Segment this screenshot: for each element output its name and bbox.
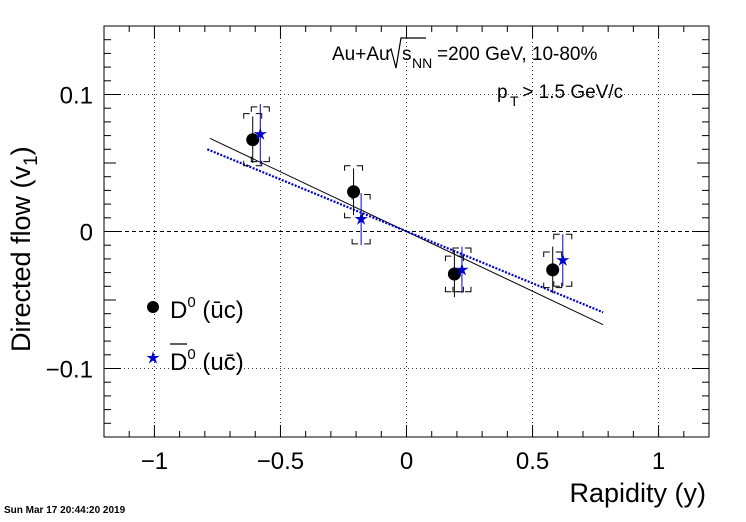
x-tick-label: 0 <box>400 448 413 475</box>
sys-bracket-d0bar <box>553 233 573 287</box>
x-tick-label: 0.5 <box>516 448 549 475</box>
point-d0 <box>347 185 361 199</box>
annotation-system: Au+Au <box>332 44 390 65</box>
point-d0bar <box>354 212 368 225</box>
sys-bracket-d0bar <box>452 247 472 293</box>
y-axis-title: Directed flow (v1) <box>6 146 42 352</box>
legend: D0 (ūc) D0 (uc̄) <box>146 294 244 376</box>
annotation-pt-sub: T <box>510 93 519 109</box>
sys-bracket-d0 <box>543 251 563 289</box>
legend-label-d0bar: D0 (uc̄) <box>170 346 244 376</box>
annotation-pt: p <box>497 82 508 103</box>
annotation-s: s <box>402 44 412 65</box>
point-d0 <box>447 267 461 281</box>
timestamp: Sun Mar 17 20:44:20 2019 <box>4 505 126 516</box>
sys-bracket-d0bar <box>351 194 371 245</box>
sqrt-sign <box>387 37 426 69</box>
legend-marker-d0 <box>147 301 159 313</box>
y-tick-label: 0 <box>80 220 93 247</box>
sys-bracket-d0bar <box>250 106 270 163</box>
axes: −1 −0.5 0 0.5 1 0.1 0 −0.1 <box>46 26 709 475</box>
legend-marker-d0bar <box>146 351 160 364</box>
fit-lines <box>206 137 604 326</box>
point-d0 <box>546 263 560 277</box>
sys-bracket-d0 <box>344 165 364 219</box>
point-d0 <box>246 133 260 147</box>
x-tick-label: 1 <box>652 448 665 475</box>
annotation-s-sub: NN <box>412 55 432 71</box>
annotation-energy: =200 GeV, 10-80% <box>437 44 598 65</box>
x-tick-label: −0.5 <box>257 448 304 475</box>
point-d0bar <box>556 253 570 266</box>
legend-label-d0: D0 (ūc) <box>170 294 244 324</box>
data-marks <box>243 104 573 298</box>
y-tick-label: −0.1 <box>46 357 93 384</box>
grid <box>104 26 709 437</box>
fit-line-d0bar <box>206 148 604 314</box>
sys-bracket-d0 <box>243 113 263 167</box>
x-tick-label: −1 <box>141 448 168 475</box>
annotation-pt-cut: > 1.5 GeV/c <box>517 82 623 103</box>
point-d0bar <box>253 127 267 140</box>
sys-bracket-d0 <box>444 255 464 293</box>
point-d0bar <box>455 262 469 276</box>
x-axis-title: Rapidity (y) <box>569 478 706 508</box>
y-tick-label: 0.1 <box>60 83 93 110</box>
